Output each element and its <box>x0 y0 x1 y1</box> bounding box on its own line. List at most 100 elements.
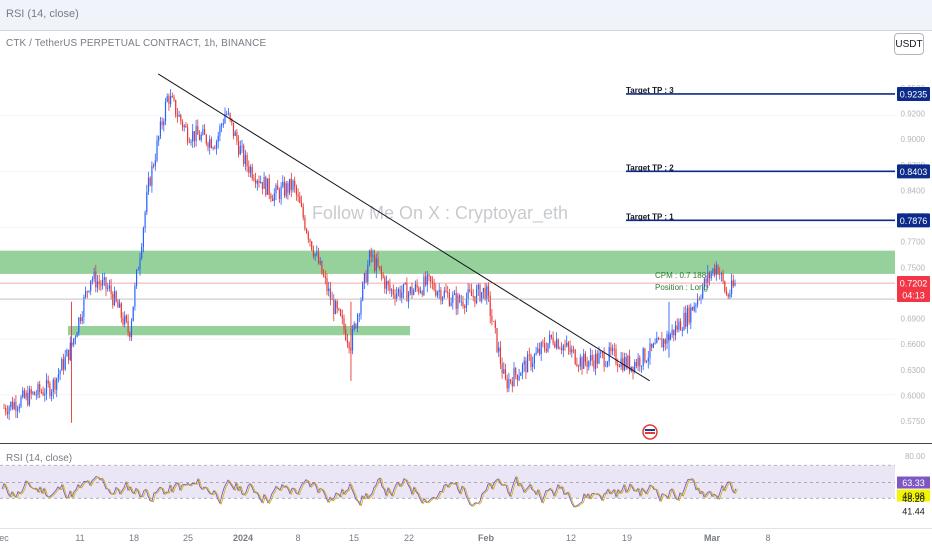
candle <box>572 349 575 351</box>
time-tick-label: ec <box>0 533 9 543</box>
candle <box>71 342 73 345</box>
candle <box>59 370 61 375</box>
candle <box>122 317 124 325</box>
candle <box>375 258 377 271</box>
candle <box>476 289 478 303</box>
candle <box>236 132 238 142</box>
candle <box>664 339 666 344</box>
candle <box>697 298 699 305</box>
currency-button[interactable]: USDT <box>894 33 924 55</box>
candle <box>523 360 525 365</box>
candle <box>734 283 736 286</box>
time-tick-label: 19 <box>622 533 632 543</box>
price-axis[interactable]: 0.95000.92000.90000.87000.84000.81000.77… <box>895 58 932 443</box>
time-tick-label: 8 <box>765 533 770 543</box>
candle <box>329 288 331 301</box>
price-axis-bg <box>895 58 932 443</box>
candle <box>117 301 119 308</box>
candle <box>482 287 484 293</box>
candle <box>498 347 500 352</box>
candle <box>294 180 296 187</box>
candle <box>246 155 248 167</box>
candle <box>212 147 214 149</box>
price-tick-label: 0.9000 <box>901 135 926 144</box>
trendline[interactable] <box>157 73 650 382</box>
flag-icon[interactable] <box>642 424 658 440</box>
position-note: Position : Long <box>655 283 708 292</box>
candle <box>227 113 229 115</box>
candle <box>353 323 355 330</box>
candle <box>153 165 155 167</box>
candle <box>23 390 25 398</box>
candle <box>520 373 522 376</box>
candle <box>200 134 202 141</box>
candle <box>119 303 121 308</box>
candle <box>163 121 165 126</box>
candle <box>566 342 568 346</box>
candle <box>564 345 566 347</box>
time-tick-label: Feb <box>478 533 495 543</box>
time-tick-label: Mar <box>704 533 721 543</box>
time-axis[interactable]: ec 11 18 25 2024 8 15 22 Feb 12 19 Mar 8 <box>0 528 932 544</box>
candle <box>681 330 683 331</box>
candle <box>241 145 243 147</box>
candle <box>528 354 530 356</box>
candle <box>411 286 413 295</box>
candle <box>674 325 677 336</box>
candle <box>129 332 131 338</box>
candle <box>690 307 692 323</box>
candle <box>25 392 27 398</box>
candle <box>18 406 20 409</box>
candle <box>183 125 185 128</box>
candle <box>170 95 172 105</box>
candle <box>549 334 551 344</box>
candle <box>323 273 325 276</box>
candle <box>340 309 342 316</box>
candle <box>416 284 418 288</box>
candle <box>178 114 180 117</box>
candle <box>351 329 354 351</box>
candle <box>634 362 636 373</box>
candle <box>175 100 177 116</box>
candle <box>30 389 32 394</box>
candle <box>127 320 129 333</box>
target-label: Target TP : 1 <box>626 212 674 221</box>
candle <box>623 357 626 371</box>
indicator-title[interactable]: RSI (14, close) <box>6 8 79 20</box>
candle <box>248 166 250 173</box>
candle <box>538 348 541 354</box>
candle <box>209 139 211 148</box>
candle <box>35 394 37 396</box>
candle <box>477 284 479 290</box>
candle <box>486 286 488 300</box>
candle <box>346 339 348 343</box>
candle <box>423 276 425 295</box>
candle <box>639 357 641 367</box>
candle <box>583 353 585 369</box>
candle <box>481 292 483 301</box>
candle <box>192 131 194 142</box>
candle <box>525 360 527 373</box>
candle <box>221 124 223 127</box>
symbol-title[interactable]: CTK / TetherUS PERPETUAL CONTRACT, 1h, B… <box>6 38 267 49</box>
candle <box>238 141 240 155</box>
candle <box>406 283 408 302</box>
candle <box>496 327 498 352</box>
candle <box>224 113 226 124</box>
candle <box>83 296 85 317</box>
candle <box>385 281 388 289</box>
candle <box>652 343 654 348</box>
candle <box>334 301 337 314</box>
candle <box>382 274 384 278</box>
candle <box>79 317 82 322</box>
candle <box>504 369 507 379</box>
candle <box>331 298 333 301</box>
countdown-label: 04:13 <box>902 291 925 301</box>
candle <box>62 359 65 370</box>
candle <box>506 378 508 389</box>
candle <box>678 321 680 330</box>
support-zones <box>0 250 895 336</box>
candle <box>5 407 7 412</box>
